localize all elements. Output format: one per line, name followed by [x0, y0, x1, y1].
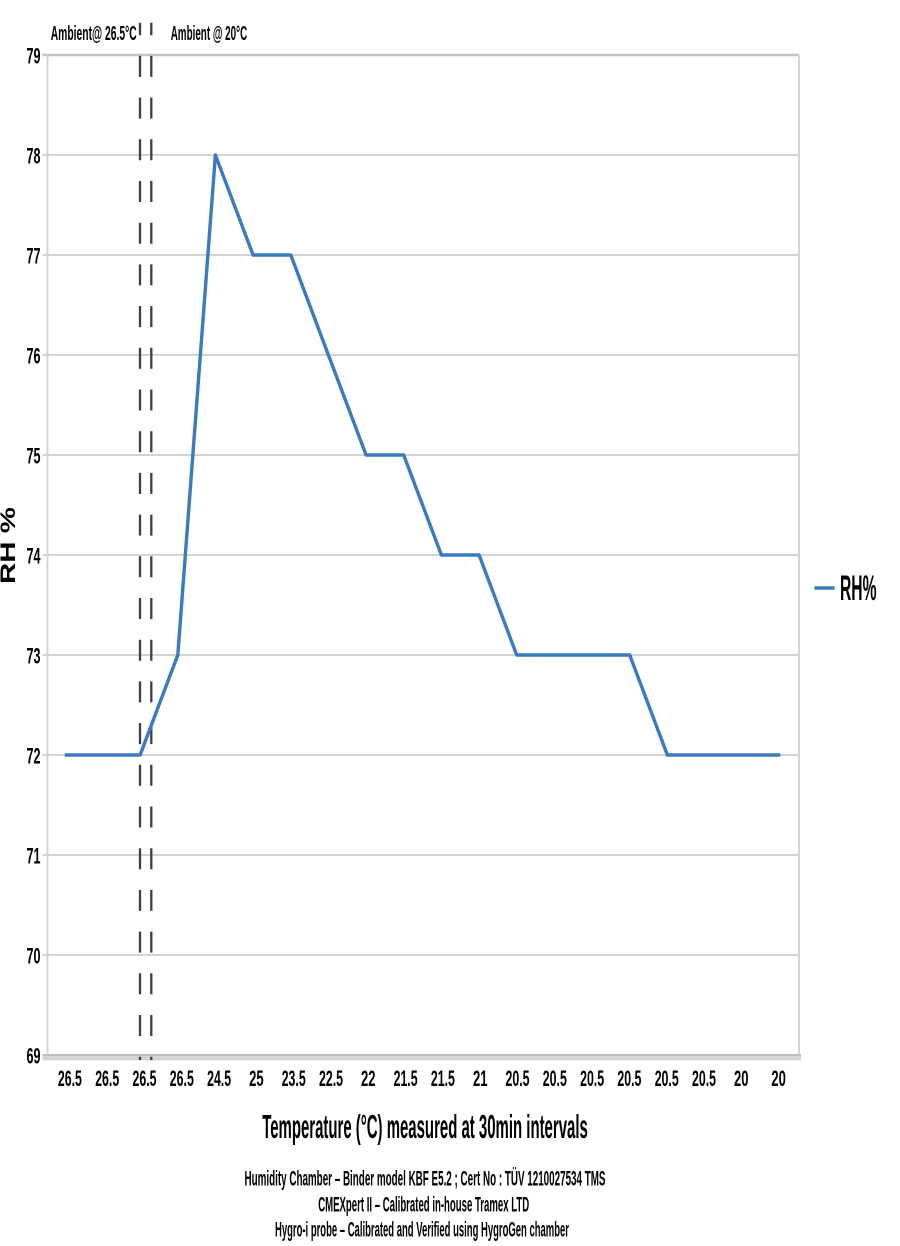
svg-text:74: 74 — [27, 544, 41, 569]
svg-text:22: 22 — [361, 1066, 376, 1091]
svg-text:20.5: 20.5 — [543, 1066, 567, 1091]
svg-text:20.5: 20.5 — [655, 1066, 679, 1091]
svg-text:24.5: 24.5 — [207, 1066, 231, 1091]
svg-text:21.5: 21.5 — [431, 1066, 455, 1091]
svg-text:77: 77 — [27, 244, 41, 269]
svg-text:22.5: 22.5 — [319, 1066, 343, 1091]
svg-text:Ambient @ 20°C: Ambient @ 20°C — [171, 22, 248, 45]
svg-text:RH%: RH% — [840, 569, 877, 608]
svg-text:CMEXpert II – Calibrated in-ho: CMEXpert II – Calibrated in-house Tramex… — [318, 1193, 529, 1216]
svg-text:Temperature (°C) measured at 3: Temperature (°C) measured at 30min inter… — [262, 1109, 588, 1146]
svg-text:76: 76 — [27, 344, 41, 369]
svg-text:RH %: RH % — [0, 507, 20, 584]
svg-text:78: 78 — [27, 144, 41, 169]
svg-text:20.5: 20.5 — [580, 1066, 604, 1091]
svg-text:75: 75 — [27, 444, 41, 469]
svg-text:26.5: 26.5 — [95, 1066, 119, 1091]
svg-text:21.5: 21.5 — [394, 1066, 418, 1091]
svg-text:20.5: 20.5 — [617, 1066, 641, 1091]
svg-text:23.5: 23.5 — [282, 1066, 306, 1091]
svg-text:26.5: 26.5 — [170, 1066, 194, 1091]
svg-text:26.5: 26.5 — [133, 1066, 157, 1091]
svg-text:69: 69 — [27, 1044, 41, 1069]
svg-text:20: 20 — [734, 1066, 749, 1091]
svg-text:71: 71 — [27, 844, 41, 869]
svg-text:73: 73 — [27, 644, 41, 669]
svg-text:Ambient@ 26.5°C: Ambient@ 26.5°C — [51, 22, 137, 45]
svg-text:72: 72 — [27, 744, 41, 769]
svg-text:Hygro-i probe – Calibrated and: Hygro-i probe – Calibrated and Verified … — [275, 1218, 569, 1241]
svg-text:70: 70 — [27, 944, 41, 969]
svg-text:79: 79 — [27, 44, 41, 69]
svg-text:20.5: 20.5 — [692, 1066, 716, 1091]
svg-text:25: 25 — [249, 1066, 264, 1091]
svg-text:26.5: 26.5 — [58, 1066, 82, 1091]
svg-text:20.5: 20.5 — [506, 1066, 530, 1091]
svg-text:20: 20 — [771, 1066, 786, 1091]
svg-text:21: 21 — [473, 1066, 488, 1091]
svg-text:Humidity Chamber – Binder mode: Humidity Chamber – Binder model KBF E5.2… — [245, 1168, 606, 1191]
